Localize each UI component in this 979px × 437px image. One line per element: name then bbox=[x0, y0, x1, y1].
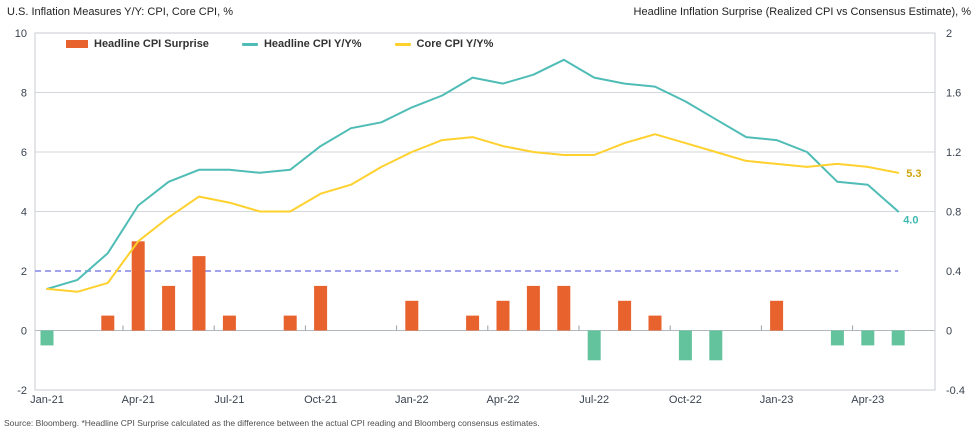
bar-swatch-icon bbox=[66, 40, 88, 48]
source-note: Source: Bloomberg. *Headline CPI Surpris… bbox=[4, 418, 540, 428]
legend-label-core-cpi-yoy: Core CPI Y/Y% bbox=[416, 38, 494, 50]
surprise-bar bbox=[466, 315, 480, 331]
right-axis-tick-label: 0.8 bbox=[946, 207, 961, 219]
x-axis-tick-label: Jan-23 bbox=[760, 394, 794, 406]
legend-item-core-cpi-yoy: Core CPI Y/Y% bbox=[394, 38, 494, 50]
right-axis-tick-label: 1.2 bbox=[946, 147, 961, 159]
chart-title-right: Headline Inflation Surprise (Realized CP… bbox=[633, 6, 971, 18]
left-axis-tick-label: 10 bbox=[15, 28, 27, 40]
surprise-bar bbox=[162, 285, 176, 331]
legend-label-headline-cpi-surprise: Headline CPI Surprise bbox=[94, 38, 209, 50]
x-axis-tick-label: Oct-22 bbox=[669, 394, 702, 406]
x-axis-tick-label: Apr-22 bbox=[486, 394, 519, 406]
left-axis-tick-label: -2 bbox=[17, 385, 27, 397]
chart-title-left: U.S. Inflation Measures Y/Y: CPI, Core C… bbox=[7, 6, 233, 18]
x-axis-tick-label: Apr-21 bbox=[122, 394, 155, 406]
chart-legend: Headline CPI Surprise Headline CPI Y/Y% … bbox=[66, 38, 493, 50]
legend-label-headline-cpi-yoy: Headline CPI Y/Y% bbox=[263, 38, 362, 50]
right-axis-tick-label: 0.4 bbox=[946, 266, 961, 278]
surprise-bar bbox=[770, 300, 784, 331]
surprise-bar bbox=[283, 315, 297, 331]
line-end-label: 5.3 bbox=[906, 168, 921, 180]
right-axis-tick-label: 0 bbox=[946, 326, 952, 338]
line-end-label: 4.0 bbox=[903, 215, 918, 227]
surprise-bar bbox=[557, 285, 571, 331]
right-axis-tick-label: 1.6 bbox=[946, 88, 961, 100]
legend-item-headline-cpi-yoy: Headline CPI Y/Y% bbox=[241, 38, 362, 50]
surprise-bar bbox=[222, 315, 236, 331]
x-axis-tick-label: Oct-21 bbox=[304, 394, 337, 406]
right-axis-tick-label: -0.4 bbox=[946, 385, 965, 397]
surprise-bar bbox=[861, 330, 875, 346]
surprise-bar bbox=[648, 315, 662, 331]
surprise-bar bbox=[526, 285, 540, 331]
headline-cpi-line bbox=[46, 58, 900, 290]
line-swatch-icon bbox=[394, 42, 411, 46]
x-axis-tick-label: Jan-21 bbox=[30, 394, 64, 406]
left-axis-tick-label: 2 bbox=[21, 266, 27, 278]
surprise-bar bbox=[830, 330, 844, 346]
surprise-bar bbox=[678, 330, 692, 361]
surprise-bar bbox=[101, 315, 115, 331]
surprise-bar bbox=[40, 330, 54, 346]
x-axis-tick-label: Jan-22 bbox=[395, 394, 429, 406]
surprise-bar bbox=[496, 300, 510, 331]
left-axis-tick-label: 4 bbox=[21, 207, 27, 219]
surprise-bar bbox=[891, 330, 905, 346]
left-axis-tick-label: 8 bbox=[21, 88, 27, 100]
surprise-bar bbox=[131, 241, 145, 331]
x-axis-tick-label: Jul-21 bbox=[214, 394, 244, 406]
core-cpi-line bbox=[46, 133, 900, 293]
left-axis-tick-label: 0 bbox=[21, 326, 27, 338]
surprise-bar bbox=[587, 330, 601, 361]
line-swatch-icon bbox=[241, 42, 258, 46]
surprise-bar bbox=[618, 300, 632, 331]
surprise-bars bbox=[40, 241, 905, 361]
legend-item-headline-cpi-surprise: Headline CPI Surprise bbox=[66, 38, 209, 50]
surprise-bar bbox=[709, 330, 723, 361]
x-axis-tick-label: Apr-23 bbox=[851, 394, 884, 406]
plot-border bbox=[34, 32, 936, 391]
surprise-bar bbox=[314, 285, 328, 331]
right-axis-tick-label: 2 bbox=[946, 28, 952, 40]
surprise-bar bbox=[192, 256, 206, 331]
left-axis-tick-label: 6 bbox=[21, 147, 27, 159]
surprise-bar bbox=[405, 300, 419, 331]
x-axis-tick-label: Jul-22 bbox=[579, 394, 609, 406]
